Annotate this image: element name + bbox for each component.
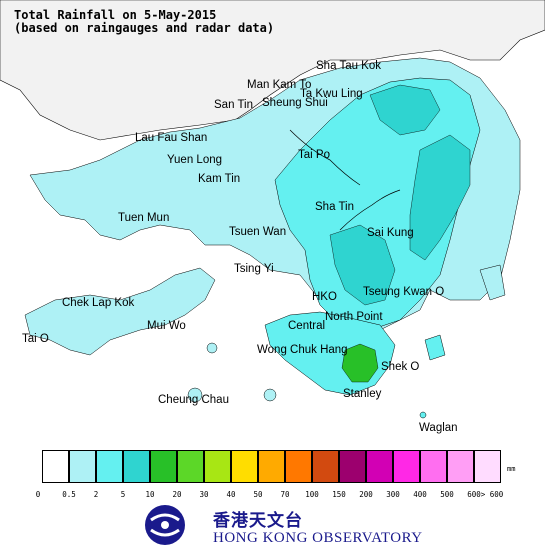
legend-swatch [42, 450, 69, 483]
place-wong-chuk-hang: Wong Chuk Hang [257, 344, 348, 356]
place-stanley: Stanley [343, 388, 382, 400]
island-waglan [419, 411, 427, 419]
legend-swatch [258, 450, 285, 483]
legend-swatch [474, 450, 501, 483]
place-tseung-kwan-o: Tseung Kwan O [363, 286, 445, 298]
place-sha-tau-kok: Sha Tau Kok [316, 60, 382, 72]
legend-swatch [447, 450, 474, 483]
legend-swatch [393, 450, 420, 483]
legend-swatch [366, 450, 393, 483]
legend-tick-label: 300 [386, 490, 400, 499]
island-tung-lung [424, 334, 446, 361]
coast-line-2 [339, 189, 401, 231]
place-tsuen-wan: Tsuen Wan [229, 226, 287, 238]
legend-tick-label: 150 [332, 490, 346, 499]
rain-band-heavy-north [369, 84, 441, 136]
place-chek-lap-kok: Chek Lap Kok [62, 297, 135, 309]
place-tuen-mun: Tuen Mun [118, 212, 170, 224]
logo-english-text: HONG KONG OBSERVATORY [213, 530, 423, 546]
legend-swatch [177, 450, 204, 483]
legend-tick-label: 0.5 [62, 490, 76, 499]
legend-tick-label: 2 [93, 490, 99, 499]
place-waglan: Waglan [419, 422, 458, 434]
legend-unit: mm [507, 465, 516, 473]
legend-tick-label: 40 [226, 490, 236, 499]
legend-swatch [150, 450, 177, 483]
legend-tick-label: 100 [305, 490, 319, 499]
island-east [479, 264, 506, 301]
place-yuen-long: Yuen Long [167, 154, 223, 166]
island-peng-chau [206, 342, 218, 354]
place-central: Central [288, 320, 326, 332]
legend-swatch [204, 450, 231, 483]
legend-swatch [231, 450, 258, 483]
place-sai-kung: Sai Kung [367, 227, 414, 239]
map-title: Total Rainfall on 5-May-2015 [14, 8, 217, 22]
legend-tick-label: 10 [145, 490, 155, 499]
legend-swatch [285, 450, 312, 483]
legend-tick-label: 500 [440, 490, 454, 499]
rain-band-lantau [24, 267, 216, 356]
legend-swatch [69, 450, 96, 483]
legend-tick-label: 50 [253, 490, 263, 499]
legend-tick-label: 70 [280, 490, 290, 499]
legend-swatch [339, 450, 366, 483]
place-tai-o: Tai O [22, 333, 49, 345]
legend-tick-label: 20 [172, 490, 182, 499]
place-north-point: North Point [325, 311, 383, 323]
place-mui-wo: Mui Wo [147, 320, 186, 332]
place-ta-kwu-ling: Ta Kwu Ling [300, 88, 363, 100]
legend-tick-label: 0 [35, 490, 41, 499]
place-man-kam-to: Man Kam To [247, 79, 312, 91]
place-hko: HKO [312, 291, 337, 303]
place-kam-tin: Kam Tin [198, 173, 241, 185]
legend-tick-label: 600 [467, 490, 481, 499]
legend-tick-label: 30 [199, 490, 209, 499]
place-cheung-chau: Cheung Chau [158, 394, 229, 406]
rain-band-heavy-east [409, 134, 471, 261]
legend-tick-label: 5 [120, 490, 126, 499]
rain-band-medium [274, 77, 481, 331]
legend-tick-label: 200 [359, 490, 373, 499]
legend-tick-label: 400 [413, 490, 427, 499]
place-san-tin: San Tin [214, 99, 253, 111]
place-tai-po: Tai Po [298, 149, 330, 161]
map-subtitle: (based on raingauges and radar data) [14, 21, 275, 35]
rainfall-map [0, 0, 545, 419]
place-lau-fau-shan: Lau Fau Shan [135, 132, 208, 144]
legend-swatch [312, 450, 339, 483]
place-tsing-yi: Tsing Yi [234, 263, 274, 275]
coast-line-1 [289, 129, 361, 186]
legend-swatch [123, 450, 150, 483]
island-cheung-chau [187, 387, 203, 403]
legend-swatch [96, 450, 123, 483]
legend-swatch [420, 450, 447, 483]
rain-band-heavy-central [329, 224, 396, 306]
shenzhen-area [0, 0, 545, 141]
place-sha-tin: Sha Tin [315, 201, 354, 213]
logo-chinese-text: 香港天文台 [213, 511, 303, 531]
place-sheung-shui: Sheung Shui [262, 97, 328, 109]
place-shek-o: Shek O [381, 361, 420, 373]
hko-logo-icon [145, 505, 185, 545]
island-lamma [263, 388, 277, 402]
legend-tick-label: > 600 [480, 490, 504, 499]
rain-band-green [341, 343, 379, 383]
